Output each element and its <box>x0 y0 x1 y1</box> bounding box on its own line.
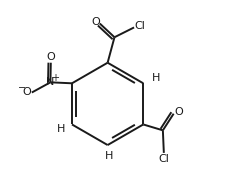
Text: H: H <box>104 151 113 161</box>
Text: O: O <box>174 107 183 117</box>
Text: Cl: Cl <box>159 154 170 164</box>
Text: +: + <box>51 73 59 83</box>
Text: −: − <box>18 83 26 93</box>
Text: H: H <box>57 124 65 134</box>
Text: N: N <box>46 77 55 87</box>
Text: O: O <box>22 87 31 97</box>
Text: O: O <box>47 52 55 62</box>
Text: Cl: Cl <box>134 21 145 32</box>
Text: O: O <box>91 17 100 27</box>
Text: H: H <box>152 73 160 83</box>
